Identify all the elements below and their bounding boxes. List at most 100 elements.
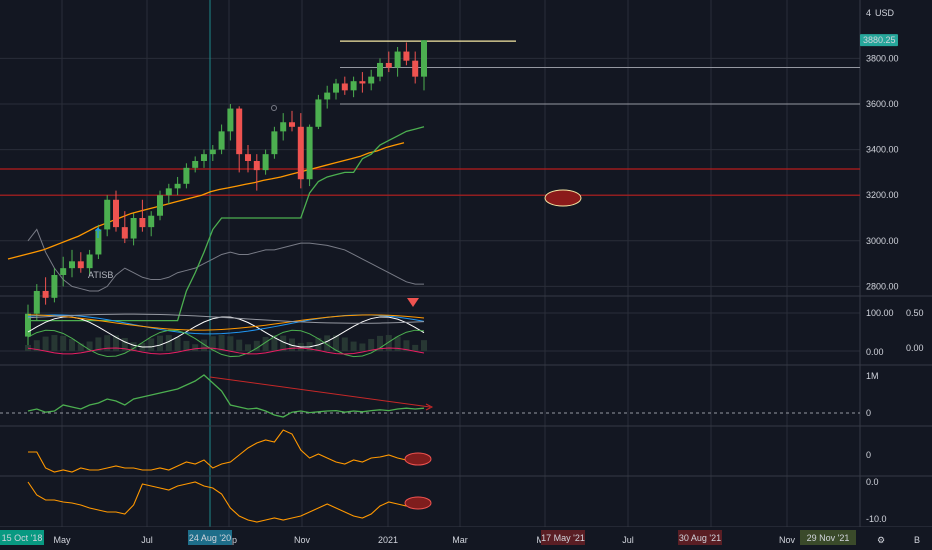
- candle[interactable]: [25, 313, 31, 337]
- candle[interactable]: [42, 290, 49, 298]
- candle[interactable]: [174, 183, 181, 189]
- oscillator-line-white: [27, 316, 425, 348]
- candle[interactable]: [121, 227, 128, 239]
- candle[interactable]: [218, 131, 225, 150]
- current-price-badge: [860, 34, 898, 47]
- date-label: 2021: [378, 535, 398, 545]
- candle[interactable]: [368, 76, 375, 84]
- candle[interactable]: [192, 161, 199, 168]
- candle[interactable]: [306, 126, 313, 180]
- settings-icon[interactable]: ⚙: [877, 535, 885, 545]
- date-label: Jul: [622, 535, 634, 545]
- price-tick-label: 3000.00: [866, 236, 899, 246]
- candle[interactable]: [377, 62, 383, 77]
- candle[interactable]: [385, 62, 392, 68]
- candle[interactable]: [236, 108, 243, 155]
- current-price-label: 3880.25: [863, 35, 896, 45]
- candle[interactable]: [421, 40, 427, 77]
- date-label: Nov: [294, 535, 311, 545]
- price-tick-label: 3600.00: [866, 99, 899, 109]
- candle[interactable]: [77, 261, 84, 269]
- candle[interactable]: [86, 254, 93, 269]
- histogram-bar: [218, 335, 225, 351]
- date-axis[interactable]: MayJulSepNov2021MarMayJulSepNov15 Oct '1…: [0, 527, 932, 550]
- osc2-tick-label: 0: [866, 450, 871, 460]
- sma-line: [7, 142, 405, 260]
- date-label: May: [53, 535, 71, 545]
- candle[interactable]: [60, 268, 67, 275]
- price-pane[interactable]: ↑ ATISB: [0, 40, 860, 348]
- candle[interactable]: [253, 161, 260, 171]
- candle[interactable]: [104, 199, 111, 230]
- osc-right-tick-label: 0.50: [906, 308, 924, 318]
- osc-right-tick-label: 0.00: [906, 343, 924, 353]
- candle[interactable]: [341, 83, 348, 91]
- candle[interactable]: [139, 218, 146, 228]
- candle[interactable]: [412, 60, 419, 77]
- range-start-badge-label: 15 Oct '18: [2, 533, 43, 543]
- sell-signal-arrow: [407, 298, 419, 307]
- candle[interactable]: [289, 122, 295, 127]
- histogram-bar: [236, 339, 243, 351]
- histogram-bar: [280, 335, 287, 351]
- candle[interactable]: [148, 215, 155, 228]
- candle[interactable]: [33, 290, 40, 314]
- histogram-bar: [148, 338, 155, 351]
- histogram-bar: [271, 335, 278, 351]
- crosshair-date-badge[interactable]: 24 Aug '20: [188, 530, 232, 545]
- signal-label: ATISB: [88, 270, 113, 280]
- range-start-badge[interactable]: 15 Oct '18: [0, 530, 44, 545]
- oscillator-line-green: [27, 329, 425, 358]
- histogram-bar: [394, 336, 401, 351]
- candle[interactable]: [245, 154, 251, 161]
- candle[interactable]: [69, 261, 75, 269]
- candle[interactable]: [297, 126, 304, 180]
- candle[interactable]: [165, 188, 172, 196]
- marker-date-badge[interactable]: 30 Aug '21: [678, 530, 722, 545]
- histogram-bar: [333, 335, 339, 351]
- candle[interactable]: [130, 218, 137, 239]
- candle[interactable]: [51, 275, 58, 298]
- marker-date-badge-label: 29 Nov '21: [807, 533, 850, 543]
- candle[interactable]: [209, 149, 216, 155]
- oscillator-3-pane[interactable]: [27, 481, 432, 523]
- candle[interactable]: [394, 51, 401, 68]
- oscillator-2-pane[interactable]: [28, 429, 432, 473]
- histogram-bar: [324, 335, 331, 351]
- candle[interactable]: [201, 154, 207, 161]
- marker-date-badge-background: [678, 530, 722, 545]
- histogram-bar: [192, 344, 199, 351]
- candle[interactable]: [333, 83, 339, 93]
- candle[interactable]: [95, 229, 102, 255]
- candle[interactable]: [113, 199, 119, 228]
- osc3-tick-label: 0.0: [866, 477, 879, 487]
- oscillator-pane[interactable]: [25, 298, 427, 358]
- candle[interactable]: [280, 122, 287, 132]
- candle[interactable]: [359, 81, 366, 84]
- marker-date-badge[interactable]: 29 Nov '21: [800, 530, 856, 545]
- histogram-bar: [42, 336, 49, 351]
- range-start-badge-background: [0, 530, 44, 545]
- histogram-bar: [350, 341, 357, 351]
- candle[interactable]: [350, 81, 357, 91]
- candle[interactable]: [403, 51, 410, 61]
- marker-date-badge[interactable]: 17 May '21: [541, 530, 585, 545]
- histogram-bar: [60, 335, 67, 351]
- histogram-bar: [183, 340, 190, 351]
- candle[interactable]: [227, 108, 234, 132]
- candle[interactable]: [157, 195, 163, 216]
- divergence-arrow-head: [425, 403, 434, 411]
- candle[interactable]: [183, 167, 190, 184]
- candle[interactable]: [271, 131, 278, 155]
- volume-tick-label: 1M: [866, 371, 879, 381]
- candle[interactable]: [315, 99, 322, 127]
- volume-oscillator-pane[interactable]: [0, 374, 860, 418]
- candle[interactable]: [324, 92, 331, 100]
- log-scale-button[interactable]: B: [914, 535, 920, 545]
- oscillator-line-pink: [27, 347, 425, 355]
- histogram-bar: [421, 340, 427, 351]
- histogram-bar: [104, 335, 111, 351]
- candle[interactable]: [262, 154, 269, 171]
- price-axis[interactable]: 4 USD 3800.00 3600.00 3400.00 3200.00 3000.00 2…: [860, 8, 924, 524]
